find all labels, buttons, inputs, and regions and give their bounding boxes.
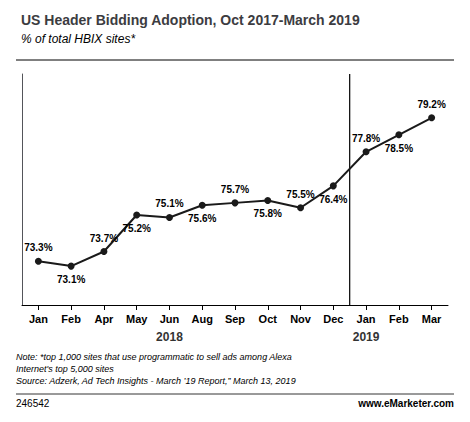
svg-text:73.3%: 73.3%	[24, 242, 52, 253]
svg-text:Mar: Mar	[422, 313, 442, 325]
svg-text:73.7%: 73.7%	[90, 233, 118, 244]
svg-text:Jun: Jun	[160, 313, 180, 325]
svg-text:Source: Adzerk, Ad Tech Insigh: Source: Adzerk, Ad Tech Insights - March…	[16, 376, 296, 386]
svg-text:Oct: Oct	[259, 313, 278, 325]
svg-text:2019: 2019	[353, 330, 380, 344]
svg-text:Nov: Nov	[290, 313, 312, 325]
svg-text:Jan: Jan	[29, 313, 48, 325]
svg-text:Feb: Feb	[61, 313, 81, 325]
svg-text:75.8%: 75.8%	[254, 208, 282, 219]
svg-text:Note: *top 1,000 sites that us: Note: *top 1,000 sites that use programm…	[16, 352, 292, 362]
svg-text:Internet's top 5,000 sites: Internet's top 5,000 sites	[16, 364, 114, 374]
svg-text:77.8%: 77.8%	[352, 133, 380, 144]
svg-text:79.2%: 79.2%	[417, 99, 445, 110]
svg-text:Dec: Dec	[323, 313, 343, 325]
svg-text:Sep: Sep	[225, 313, 245, 325]
svg-text:Feb: Feb	[389, 313, 409, 325]
svg-text:Aug: Aug	[192, 313, 213, 325]
svg-text:Jan: Jan	[357, 313, 376, 325]
svg-text:246542: 246542	[16, 398, 50, 409]
svg-text:73.1%: 73.1%	[57, 274, 85, 285]
svg-text:US Header Bidding Adoption, Oc: US Header Bidding Adoption, Oct 2017-Mar…	[21, 12, 360, 28]
svg-text:May: May	[126, 313, 148, 325]
svg-text:75.5%: 75.5%	[286, 189, 314, 200]
svg-text:% of total HBIX sites*: % of total HBIX sites*	[21, 32, 135, 46]
svg-text:2018: 2018	[156, 330, 183, 344]
svg-text:www.eMarketer.com: www.eMarketer.com	[357, 398, 454, 409]
svg-text:75.2%: 75.2%	[123, 223, 151, 234]
svg-text:75.7%: 75.7%	[221, 184, 249, 195]
svg-text:Apr: Apr	[94, 313, 114, 325]
svg-text:76.4%: 76.4%	[319, 194, 347, 205]
svg-text:75.1%: 75.1%	[155, 198, 183, 209]
svg-text:75.6%: 75.6%	[188, 213, 216, 224]
svg-text:78.5%: 78.5%	[385, 143, 413, 154]
